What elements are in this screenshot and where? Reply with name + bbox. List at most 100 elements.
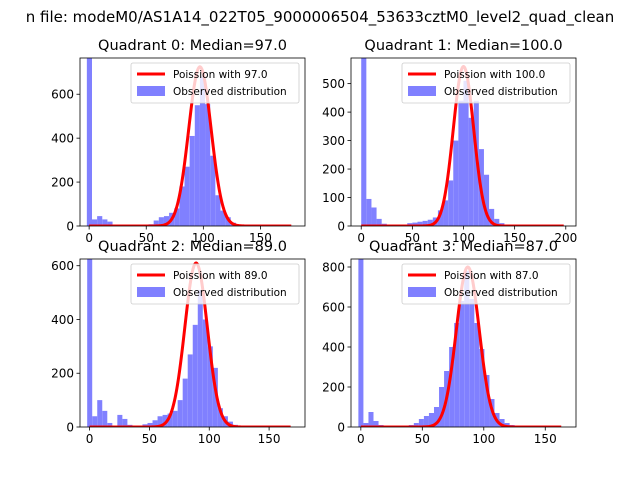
x-tick-label: 100 <box>192 231 215 245</box>
histogram-bar <box>174 208 180 226</box>
histogram-bar <box>437 210 444 226</box>
y-tick-label: 200 <box>51 367 74 381</box>
subplot-title: Quadrant 3: Median=87.0 <box>369 239 558 255</box>
histogram-bar <box>202 319 208 427</box>
histogram-bar <box>86 58 92 226</box>
histogram-bar <box>439 387 445 427</box>
legend-label: Observed distribution <box>173 86 287 98</box>
histogram-bar <box>423 416 429 427</box>
y-tick-label: 200 <box>51 176 74 190</box>
x-tick-label: 150 <box>503 231 526 245</box>
histogram-bar <box>483 174 490 226</box>
x-tick-label: 0 <box>85 231 93 245</box>
histogram-bar <box>376 218 382 226</box>
histogram-bar <box>433 407 440 427</box>
subplot-0: 0 50 100 150 0 200 400 600 Quadrant 0: Median=97… <box>51 38 306 245</box>
x-tick-label: 50 <box>139 231 154 245</box>
y-tick-label: 400 <box>322 341 345 355</box>
histogram-bar <box>199 76 206 226</box>
axes-frame <box>79 57 306 227</box>
legend-patch-swatch <box>408 86 436 96</box>
histogram-bar <box>468 117 474 226</box>
histogram-bar <box>469 299 475 427</box>
x-tick-label: 150 <box>534 432 557 446</box>
histogram-bar <box>107 422 113 427</box>
histogram-bar <box>464 271 470 427</box>
y-tick-label: 0 <box>66 220 74 234</box>
x-tick-label: 50 <box>405 231 420 245</box>
legend: Poission with 100.0 Observed distribution <box>401 62 571 104</box>
y-tick-label: 500 <box>322 77 345 91</box>
histogram-bar <box>413 423 419 427</box>
subplot-3: 0 50 100 150 0 200 400 600 800 Quadrant 3: Median… <box>322 239 577 446</box>
histogram-bar <box>428 413 434 427</box>
y-tick-label: 600 <box>51 259 74 273</box>
y-tick-label: 0 <box>66 421 74 435</box>
histogram-bar <box>167 413 173 427</box>
histogram-bar <box>474 323 480 427</box>
histogram-bar <box>87 259 93 427</box>
plot-area <box>86 58 293 226</box>
y-tick-label: 400 <box>51 313 74 327</box>
subplot-2: 0 50 100 150 0 200 400 600 Quadrant 2: Median=89… <box>51 239 306 446</box>
x-tick-label: 50 <box>415 432 430 446</box>
histogram-bar <box>189 135 195 226</box>
y-tick-label: 200 <box>322 381 345 395</box>
y-tick-label: 600 <box>322 301 345 315</box>
histogram-bar <box>504 423 510 427</box>
histogram-bar <box>363 423 369 427</box>
legend-box <box>130 263 300 305</box>
y-tick-label: 200 <box>322 163 345 177</box>
y-tick-label: 800 <box>322 261 345 275</box>
x-tick-label: 150 <box>249 231 272 245</box>
histogram-bar <box>459 301 465 427</box>
histogram-bar <box>449 347 455 427</box>
axes-frame <box>350 258 577 428</box>
y-tick-label: 400 <box>51 132 74 146</box>
histogram-bar <box>368 412 374 427</box>
x-tick-label: 50 <box>142 432 157 446</box>
histogram-bar <box>194 105 200 226</box>
x-tick-label: 100 <box>472 432 495 446</box>
histogram-bar <box>494 218 500 226</box>
axes-frame <box>79 258 306 428</box>
x-tick-label: 200 <box>554 231 577 245</box>
histogram-bar <box>358 259 364 427</box>
x-tick-label: 0 <box>86 432 94 446</box>
histogram-bar <box>489 208 495 226</box>
histogram-bar <box>182 378 188 427</box>
histogram-bar <box>417 221 423 226</box>
x-tick-label: 0 <box>357 231 365 245</box>
legend-label: Poission with 89.0 <box>173 270 268 282</box>
histogram-bar <box>158 217 164 226</box>
histogram-bar <box>122 418 128 427</box>
histogram-bar <box>117 414 123 427</box>
legend-patch-swatch <box>137 287 165 297</box>
poisson-curve <box>89 65 292 226</box>
legend-patch-swatch <box>408 287 436 297</box>
histogram-bar <box>179 186 185 226</box>
legend: Poission with 97.0 Observed distribution <box>130 62 300 104</box>
legend: Poission with 89.0 Observed distribution <box>130 263 300 305</box>
histogram-bar <box>484 375 490 427</box>
histogram-bar <box>217 408 223 427</box>
histogram-bar <box>163 216 170 226</box>
histogram-bar <box>453 140 459 226</box>
histogram-bar <box>418 419 424 427</box>
y-tick-label: 0 <box>337 421 345 435</box>
y-tick-label: 600 <box>51 88 74 102</box>
x-tick-label: 150 <box>258 432 281 446</box>
figure-suptitle: n file: modeM0/AS1A14_022T05_9000006504_… <box>26 8 615 27</box>
histogram-bar <box>479 349 485 427</box>
histogram-bar <box>212 367 218 427</box>
histogram-bar <box>412 222 418 226</box>
histogram-bar <box>422 220 428 226</box>
histogram-bar <box>427 219 433 226</box>
histogram-bar <box>97 400 103 427</box>
histogram-bar <box>97 216 103 226</box>
histogram-bar <box>153 220 159 226</box>
y-tick-label: 100 <box>322 191 345 205</box>
histogram-bar <box>107 221 113 226</box>
histogram-bar <box>102 219 108 226</box>
